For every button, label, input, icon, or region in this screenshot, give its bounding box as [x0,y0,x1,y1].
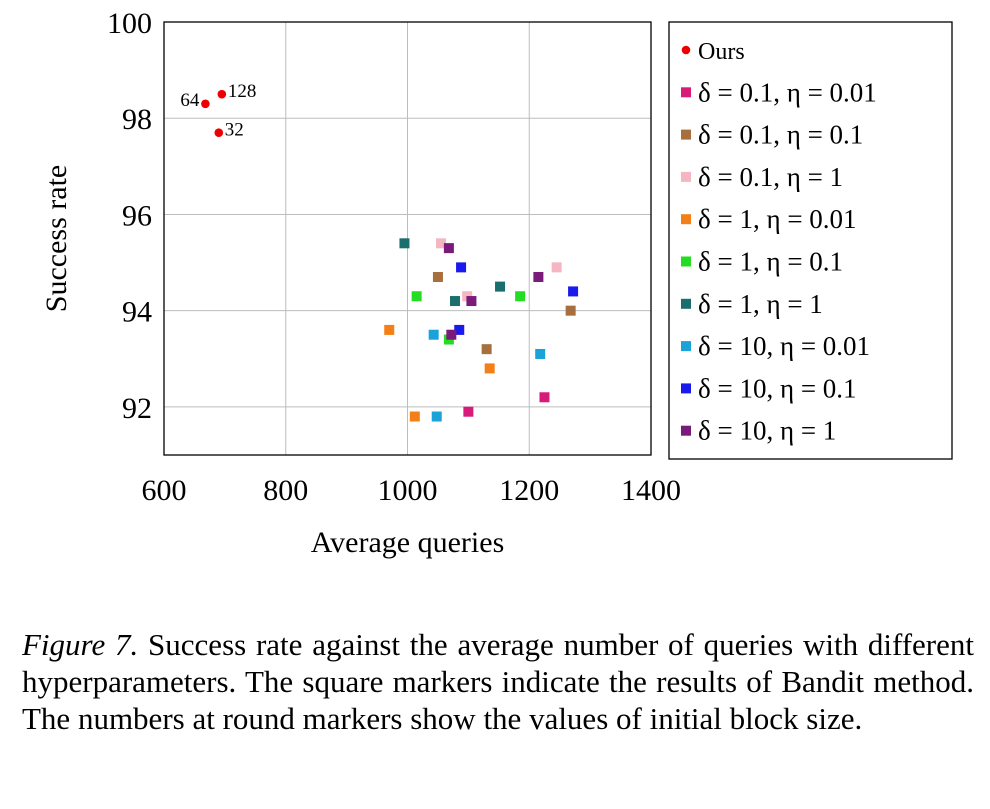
data-point-ours [214,128,224,137]
legend-marker [681,256,691,267]
data-point-bandit [446,329,457,340]
plot-area-frame [163,21,652,456]
x-tick-label: 600 [142,474,187,507]
y-tick-label: 94 [122,296,152,329]
data-point-bandit [535,348,546,359]
data-point-ours [217,89,227,99]
data-point-bandit [515,291,526,302]
legend-entry-label: δ = 0.1, η = 1 [698,162,843,192]
legend-entry-label: Ours [698,39,745,65]
data-point-bandit [409,411,420,422]
point-annotation: 32 [225,120,244,141]
data-point-bandit [428,329,439,340]
caption-text: Success rate against the average number … [22,627,974,736]
scatter-chart: 92 94 96 98 100 600 800 1000 1200 1400 64 128 32 A… [40,7,953,559]
y-tick-label: 100 [107,7,152,40]
legend-entry-label: δ = 10, η = 0.1 [698,373,857,403]
legend-marker [681,383,691,394]
data-point-bandit [449,296,460,307]
point-annotation: 128 [228,81,256,102]
x-tick-label: 1200 [499,474,559,507]
legend-marker [681,171,691,182]
legend-marker [681,298,691,309]
data-point-bandit [435,238,446,249]
point-annotation: 64 [180,90,200,111]
legend-entry-label: δ = 1, η = 1 [698,289,823,319]
legend-marker [681,87,691,98]
legend-entry-label: δ = 10, η = 1 [698,416,836,446]
data-point-bandit [481,344,492,355]
x-tick-labels: 600 800 1000 1200 1400 [142,474,682,507]
legend-entry-label: δ = 0.1, η = 0.01 [698,77,877,107]
data-point-bandit [484,363,495,374]
data-point-bandit [533,271,544,282]
data-point-bandit [568,286,579,297]
x-tick-label: 1000 [378,474,438,507]
legend-marker [681,129,691,140]
data-point-bandit [399,238,410,249]
legend-entry-label: δ = 10, η = 0.01 [698,331,870,361]
data-point-bandit [463,406,474,417]
legend-entry-label: δ = 0.1, η = 0.1 [698,120,863,150]
data-point-ours [201,99,210,109]
data-point-bandit [411,291,422,302]
y-tick-label: 98 [122,103,152,136]
legend-frame [668,21,953,460]
data-point-bandit [431,411,442,422]
x-axis-label: Average queries [311,526,505,559]
data-point-bandit [456,262,467,273]
data-points: 64 128 32 [180,81,579,422]
y-tick-label: 92 [122,392,152,425]
data-point-bandit [384,324,395,335]
data-point-bandit [551,262,562,273]
data-point-bandit [454,324,465,335]
data-point-bandit [432,271,443,282]
legend-entry-label: δ = 1, η = 0.1 [698,247,843,277]
figure-label: Figure 7. [22,627,139,662]
x-tick-label: 800 [263,474,308,507]
data-point-bandit [466,296,477,307]
y-tick-label: 96 [122,199,152,232]
y-tick-labels: 92 94 96 98 100 [107,7,152,425]
legend-marker [681,341,691,352]
legend: Ours δ = 0.1, η = 0.01 δ = 0.1, η = 0.1 δ =… [668,21,953,460]
legend-marker [681,214,691,225]
data-point-bandit [443,243,454,254]
legend-marker [681,45,691,55]
y-axis-label: Success rate [40,165,73,312]
legend-entry-label: δ = 1, η = 0.01 [698,204,857,234]
data-point-bandit [565,305,576,316]
figure-caption: Figure 7. Success rate against the avera… [22,626,974,737]
data-point-bandit [495,281,506,292]
legend-marker [681,425,691,436]
data-point-bandit [539,392,550,403]
x-tick-label: 1400 [621,474,681,507]
